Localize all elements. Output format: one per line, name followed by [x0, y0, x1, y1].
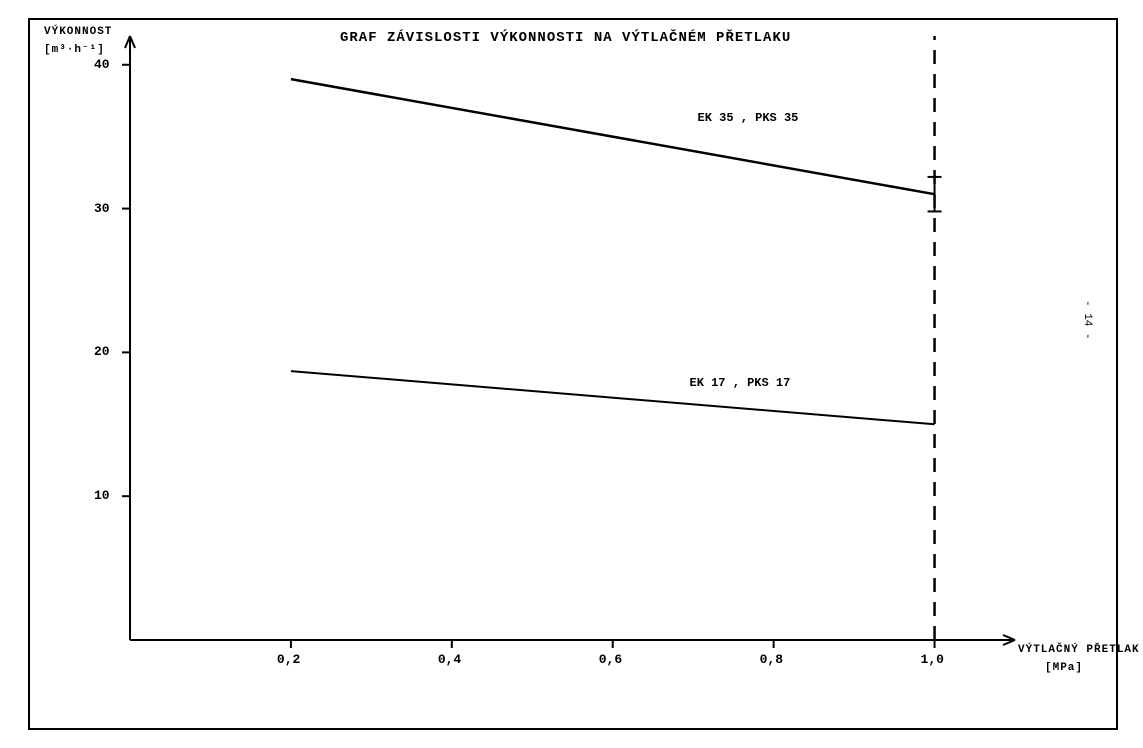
x-tick-label: 1,0 — [921, 652, 944, 667]
x-tick-label: 0,2 — [277, 652, 300, 667]
y-tick-label: 20 — [94, 344, 110, 359]
x-tick-label: 0,4 — [438, 652, 461, 667]
series-line — [291, 79, 935, 194]
chart-svg — [0, 0, 1143, 748]
series-label: EK 17 , PKS 17 — [690, 376, 791, 390]
series-line — [291, 371, 935, 424]
x-tick-label: 0,8 — [760, 652, 783, 667]
y-tick-label: 40 — [94, 57, 110, 72]
x-tick-label: 0,6 — [599, 652, 622, 667]
series-label: EK 35 , PKS 35 — [698, 111, 799, 125]
y-tick-label: 10 — [94, 488, 110, 503]
y-tick-label: 30 — [94, 201, 110, 216]
